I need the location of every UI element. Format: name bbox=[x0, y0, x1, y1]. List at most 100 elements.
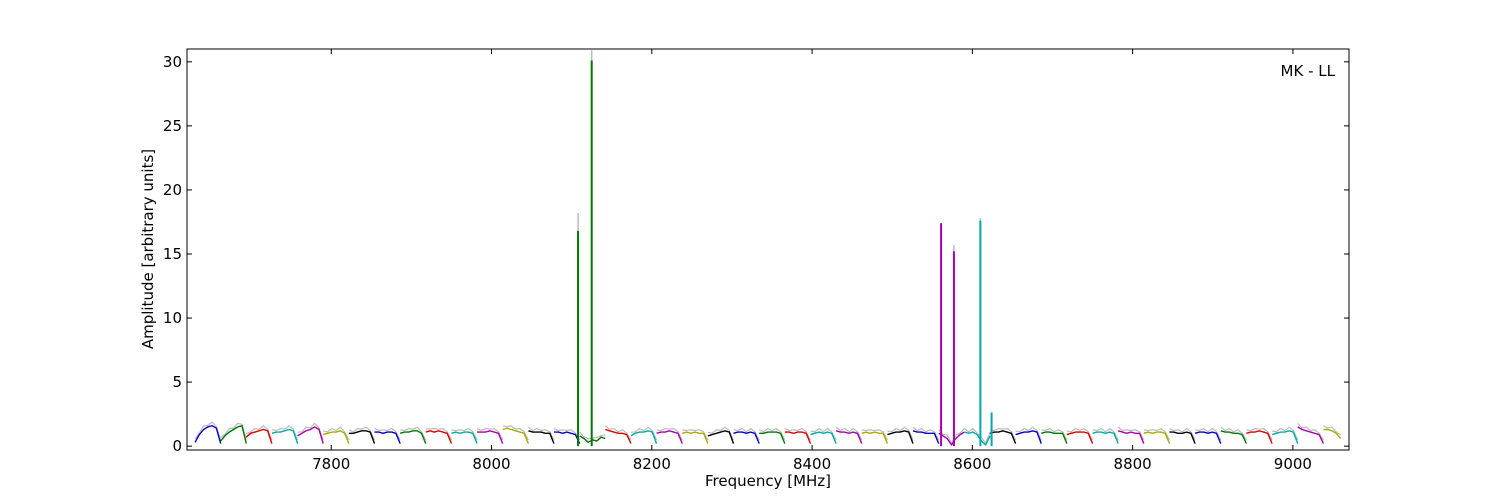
x-tick-label-6: 9000 bbox=[1274, 455, 1312, 473]
series-line-40 bbox=[1220, 430, 1248, 444]
raw-series-22 bbox=[758, 427, 786, 441]
raw-series-21 bbox=[733, 427, 760, 441]
series-line-36 bbox=[1117, 430, 1145, 444]
series-line-11 bbox=[477, 430, 504, 444]
series-line-7 bbox=[374, 431, 401, 444]
series-line-37 bbox=[1143, 431, 1171, 444]
tick-layer: 7800 8000 8200 8400 8600 8800 9000 0 5 10 15 20 25 30 bbox=[163, 49, 1349, 473]
raw-series-20 bbox=[707, 426, 735, 441]
raw-series-1 bbox=[220, 422, 247, 441]
raw-series-12 bbox=[502, 425, 529, 441]
series-line-39 bbox=[1194, 431, 1222, 444]
raw-series-34 bbox=[1066, 427, 1094, 441]
raw-series-40 bbox=[1220, 426, 1247, 441]
baseline-annotation: MK - LL bbox=[1281, 62, 1336, 80]
raw-series-35 bbox=[1092, 427, 1119, 441]
series-line-44 bbox=[1323, 428, 1342, 439]
y-tick-label-3: 15 bbox=[163, 245, 182, 263]
raw-series-10 bbox=[451, 427, 478, 441]
series-line-19 bbox=[682, 431, 709, 444]
x-axis-title: Frequency [MHz] bbox=[705, 472, 831, 490]
raw-series-16 bbox=[604, 425, 632, 441]
raw-series-4 bbox=[297, 422, 324, 441]
raw-series-7 bbox=[374, 427, 401, 441]
raw-series-38 bbox=[1169, 427, 1196, 441]
raw-series-29 bbox=[938, 428, 965, 445]
raw-series-24 bbox=[810, 427, 837, 441]
plot-frame bbox=[186, 48, 1350, 451]
series-line-27 bbox=[887, 430, 914, 444]
series-line-25 bbox=[835, 430, 863, 444]
raw-series-33 bbox=[1041, 427, 1068, 441]
x-tick-label-4: 8600 bbox=[953, 455, 991, 473]
series-line-18 bbox=[656, 430, 683, 444]
raw-series-23 bbox=[784, 427, 812, 441]
y-tick-label-5: 25 bbox=[163, 117, 182, 135]
y-tick-label-6: 30 bbox=[163, 53, 182, 71]
raw-series-42 bbox=[1271, 426, 1299, 441]
raw-series-44 bbox=[1323, 425, 1341, 436]
series-line-12 bbox=[502, 427, 530, 444]
x-tick-label-3: 8400 bbox=[793, 455, 831, 473]
raw-series-17 bbox=[630, 426, 658, 441]
x-tick-label-0: 7800 bbox=[312, 455, 350, 473]
raw-series-0 bbox=[194, 421, 222, 441]
series-line-32 bbox=[1015, 430, 1042, 444]
y-tick-label-1: 5 bbox=[172, 373, 182, 391]
raw-series-2 bbox=[246, 425, 273, 441]
y-tick-label-0: 0 bbox=[172, 437, 182, 455]
series-line-28 bbox=[912, 430, 940, 444]
series-line-23 bbox=[784, 431, 812, 444]
x-tick-label-1: 8000 bbox=[472, 455, 510, 473]
x-tick-label-2: 8200 bbox=[633, 455, 671, 473]
series-line-0 bbox=[194, 424, 222, 444]
y-axis-title: Amplitude [arbitrary units] bbox=[139, 149, 157, 349]
series-line-17 bbox=[630, 430, 658, 444]
series-line-8 bbox=[400, 430, 427, 444]
x-tick-label-5: 8800 bbox=[1114, 455, 1152, 473]
series-line-1 bbox=[220, 424, 247, 444]
raw-series-19 bbox=[682, 429, 709, 441]
series-line-5 bbox=[322, 430, 350, 444]
y-tick-label-4: 20 bbox=[163, 181, 182, 199]
series-line-43 bbox=[1297, 426, 1325, 444]
series-line-34 bbox=[1066, 431, 1094, 444]
raw-series-13 bbox=[528, 426, 555, 441]
y-tick-label-2: 10 bbox=[163, 309, 182, 327]
raw-series-26 bbox=[861, 429, 888, 441]
raw-series-3 bbox=[271, 425, 299, 441]
series-line-14 bbox=[554, 431, 581, 444]
raw-series-41 bbox=[1246, 427, 1273, 441]
raw-series-27 bbox=[887, 426, 914, 441]
raw-series-6 bbox=[348, 426, 376, 441]
raw-series-32 bbox=[1015, 426, 1042, 441]
series-line-29 bbox=[938, 431, 965, 447]
raw-series-14 bbox=[553, 427, 581, 441]
series-line-38 bbox=[1169, 431, 1196, 444]
series-line-41 bbox=[1246, 430, 1273, 444]
raw-series-8 bbox=[400, 426, 427, 441]
series-line-24 bbox=[810, 431, 837, 444]
series-line-21 bbox=[733, 431, 760, 444]
series-line-42 bbox=[1271, 430, 1299, 444]
series-line-16 bbox=[605, 428, 632, 444]
raw-series-39 bbox=[1195, 427, 1222, 441]
series-line-6 bbox=[348, 430, 376, 444]
raw-series-18 bbox=[656, 427, 683, 441]
spike-layer bbox=[577, 50, 993, 447]
series-line-13 bbox=[528, 430, 555, 444]
raw-series-9 bbox=[425, 427, 453, 441]
series-line-26 bbox=[861, 431, 889, 444]
raw-series-43 bbox=[1297, 422, 1324, 441]
series-line-30 bbox=[964, 431, 991, 447]
series-line-35 bbox=[1092, 431, 1119, 444]
raw-series-28 bbox=[912, 426, 940, 441]
series-line-2 bbox=[245, 428, 273, 444]
series-layer bbox=[194, 424, 1342, 447]
series-line-3 bbox=[271, 428, 299, 444]
raw-series-36 bbox=[1117, 426, 1145, 441]
series-line-20 bbox=[707, 430, 735, 444]
series-line-33 bbox=[1041, 431, 1068, 444]
